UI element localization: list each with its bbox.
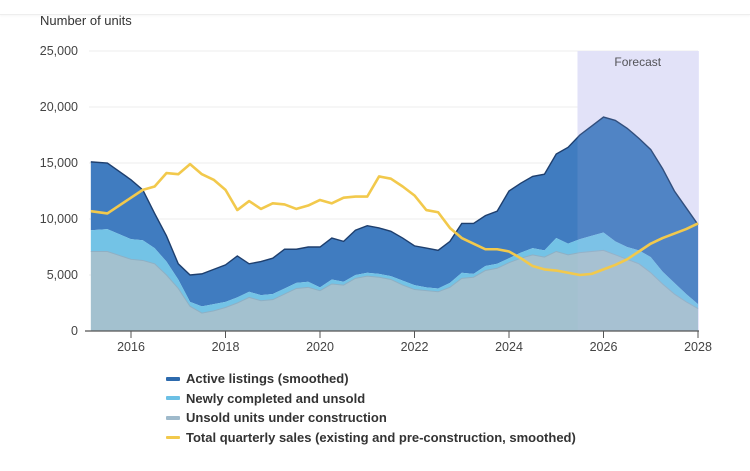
- legend-item-total-sales[interactable]: Total quarterly sales (existing and pre-…: [166, 428, 576, 448]
- x-tick-label: 2016: [117, 340, 145, 354]
- legend-swatch-icon: [166, 415, 180, 420]
- x-tick-label: 2022: [401, 340, 429, 354]
- legend-item-newly-completed[interactable]: Newly completed and unsold: [166, 389, 576, 409]
- legend-label: Active listings (smoothed): [186, 371, 349, 387]
- line-total-sales: [90, 162, 699, 277]
- x-tick-label: 2024: [495, 340, 523, 354]
- legend-item-under-construction[interactable]: Unsold units under construction: [166, 408, 576, 428]
- outline-active-listings: [90, 116, 699, 276]
- y-tick-label: 10,000: [40, 212, 78, 226]
- axes: 0 5,000 10,000 15,000 20,000 25,000 2016 2018 20…: [40, 44, 712, 354]
- legend-label: Unsold units under construction: [186, 410, 387, 426]
- legend-label: Newly completed and unsold: [186, 390, 366, 406]
- area-active-listings: [90, 117, 698, 307]
- forecast-overlay: [577, 51, 698, 331]
- y-tick-label: 0: [71, 324, 78, 338]
- legend-swatch-icon: [166, 376, 180, 381]
- forecast-label: Forecast: [614, 55, 661, 69]
- legend-label: Total quarterly sales (existing and pre-…: [186, 429, 576, 445]
- legend-item-active-listings[interactable]: Active listings (smoothed): [166, 369, 576, 389]
- legend: Active listings (smoothed) Newly complet…: [166, 369, 576, 447]
- y-tick-label: 5,000: [47, 268, 78, 282]
- y-axis-label: Number of units: [40, 13, 132, 28]
- x-tick-label: 2018: [212, 340, 240, 354]
- line-series: [90, 162, 699, 277]
- legend-swatch-icon: [166, 396, 180, 401]
- x-tick-label: 2026: [590, 340, 618, 354]
- x-tick-label: 2028: [684, 340, 712, 354]
- area-newly-completed: [90, 229, 698, 314]
- y-tick-label: 25,000: [40, 44, 78, 58]
- x-tick-label: 2020: [306, 340, 334, 354]
- top-divider: [0, 0, 750, 15]
- y-tick-label: 20,000: [40, 100, 78, 114]
- legend-swatch-icon: [166, 435, 180, 439]
- outline-under-construction: [90, 249, 699, 314]
- area-series: [90, 51, 699, 331]
- y-tick-label: 15,000: [40, 156, 78, 170]
